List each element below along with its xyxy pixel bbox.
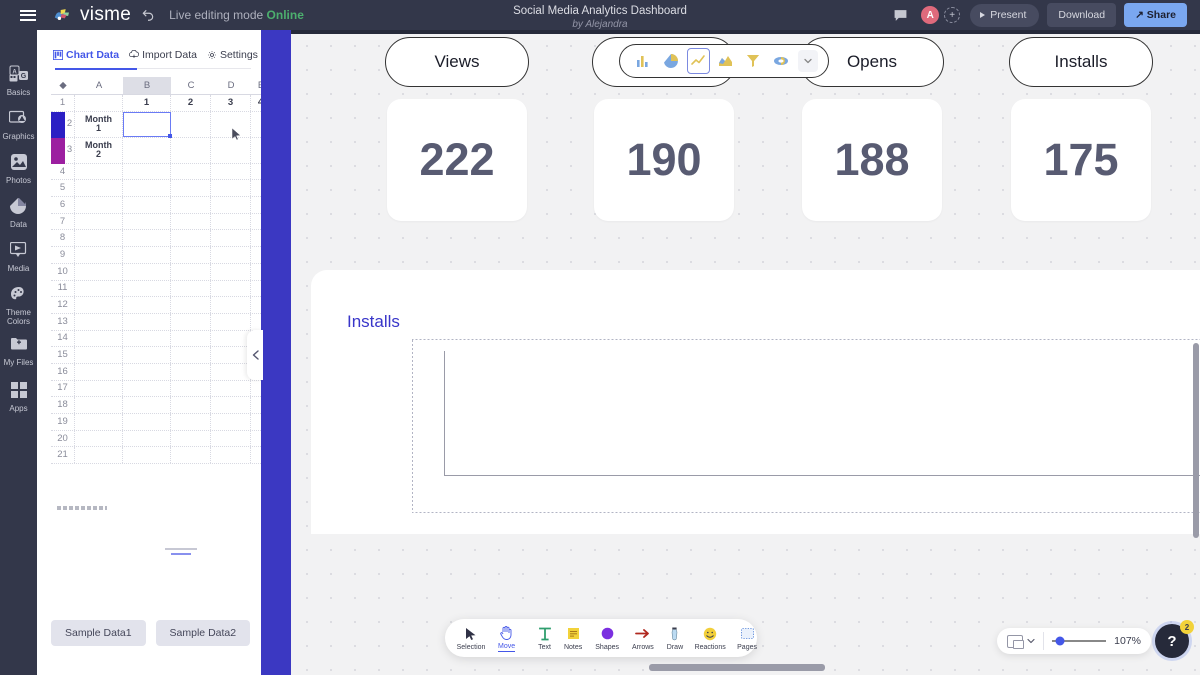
svg-text:G: G (20, 73, 26, 80)
